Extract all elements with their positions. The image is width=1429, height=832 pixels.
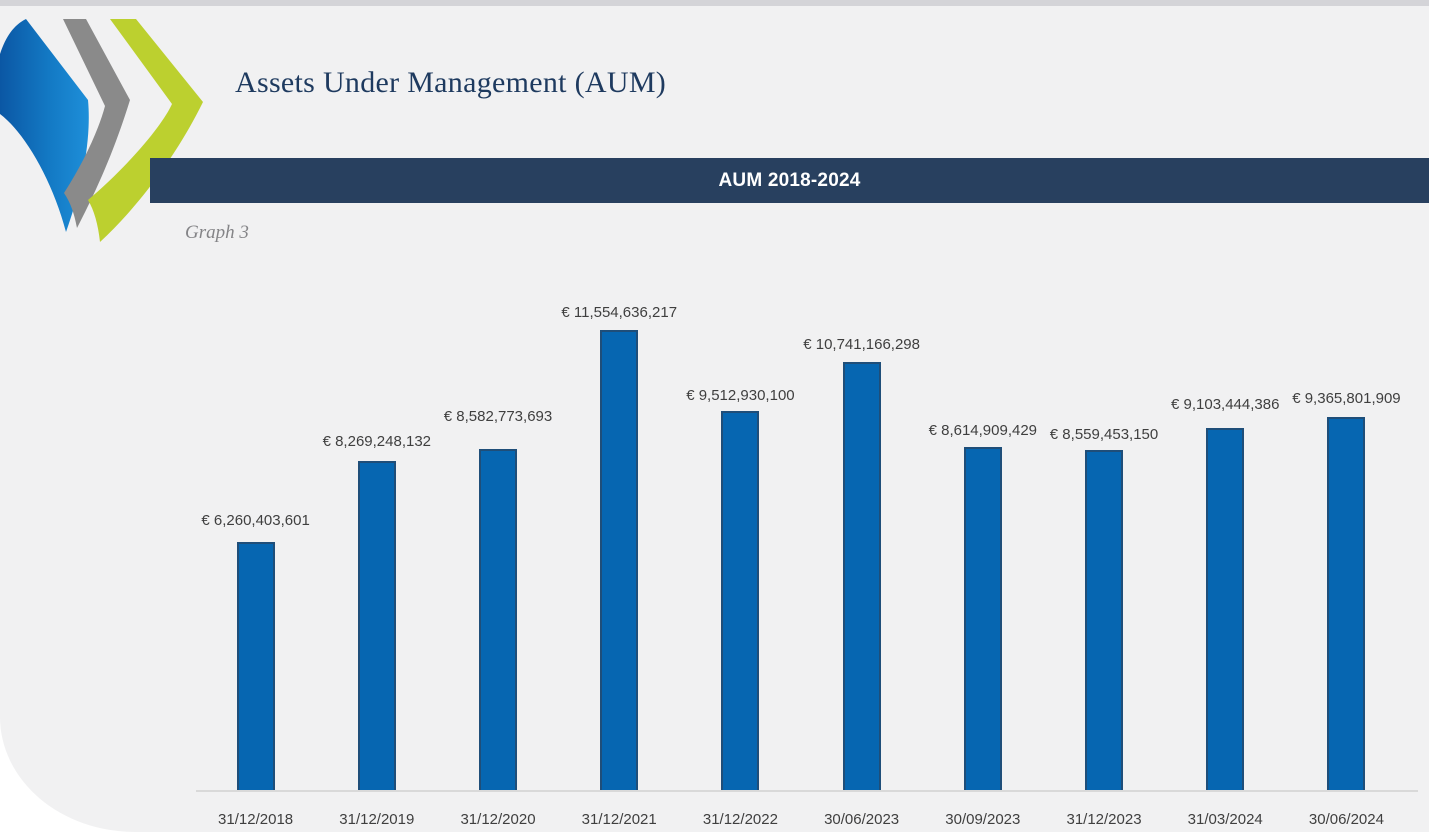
- x-axis-label: 30/09/2023: [945, 811, 1021, 828]
- bar-data-label: € 11,554,636,217: [561, 303, 678, 321]
- bar-data-label: € 8,614,909,429: [928, 422, 1038, 440]
- bar-slot: € 11,554,636,217 31/12/2021: [559, 304, 680, 828]
- graph-caption: Graph 3: [185, 222, 249, 243]
- page-title: Assets Under Management (AUM): [235, 66, 667, 99]
- aum-bar: [963, 447, 1002, 792]
- bar-slot: € 8,614,909,429 30/09/2023: [922, 321, 1043, 828]
- bar-data-label: € 9,103,444,386: [1171, 395, 1280, 413]
- x-axis-label: 31/12/2021: [581, 811, 657, 828]
- aum-bar: [236, 541, 275, 792]
- aum-bar: [1085, 449, 1124, 792]
- x-axis-label: 30/06/2023: [824, 811, 900, 828]
- aum-bar: [479, 448, 517, 792]
- aum-bar-chart: € 6,260,403,601 31/12/2018 € 8,269,248,132…: [195, 304, 1407, 828]
- aum-bar: [600, 329, 639, 792]
- bar-slot: € 9,512,930,100 31/12/2022: [680, 321, 801, 828]
- logo-blue-shape: [0, 19, 89, 232]
- bar-slot: € 6,260,403,601 31/12/2018: [195, 321, 316, 828]
- bar-slot: € 8,582,773,693 31/12/2020: [437, 321, 558, 828]
- chart-title-banner: AUM 2018-2024: [150, 158, 1429, 203]
- bar-data-label: € 8,559,453,150: [1049, 425, 1159, 443]
- bar-slot: € 9,365,801,909 30/06/2024: [1286, 321, 1407, 828]
- chart-title: AUM 2018-2024: [718, 169, 861, 191]
- bar-data-label: € 9,512,930,100: [686, 387, 795, 405]
- bar-data-label: € 8,582,773,693: [443, 407, 553, 425]
- aum-bar: [1206, 427, 1245, 792]
- bar-slot: € 9,103,444,386 31/03/2024: [1165, 321, 1286, 828]
- x-axis-line: [196, 790, 1418, 792]
- bar-data-label: € 10,741,166,298: [803, 336, 920, 354]
- bar-slot: € 8,559,453,150 31/12/2023: [1043, 321, 1164, 828]
- x-axis-label: 31/12/2019: [339, 811, 415, 828]
- aum-bar: [721, 411, 760, 792]
- chart-plot-area: € 6,260,403,601 31/12/2018 € 8,269,248,132…: [195, 304, 1407, 828]
- x-axis-label: 31/12/2018: [218, 811, 294, 828]
- aum-bar: [1327, 417, 1366, 792]
- x-axis-label: 31/12/2023: [1066, 811, 1142, 828]
- aum-bar: [357, 461, 396, 792]
- bar-data-label: € 6,260,403,601: [201, 511, 310, 529]
- x-axis-label: 31/12/2020: [460, 811, 536, 828]
- page-background: Assets Under Management (AUM) AUM 2018-2…: [0, 6, 1429, 832]
- aum-bar: [842, 362, 881, 792]
- logo-gray-chevron: [63, 19, 130, 228]
- bar-data-label: € 9,365,801,909: [1292, 390, 1401, 408]
- bar-data-label: € 8,269,248,132: [322, 433, 432, 451]
- logo-green-chevron: [88, 19, 203, 242]
- x-axis-label: 30/06/2024: [1308, 811, 1384, 828]
- top-edge-strip: [0, 0, 1429, 6]
- x-axis-label: 31/12/2022: [702, 811, 778, 828]
- x-axis-label: 31/03/2024: [1187, 811, 1263, 828]
- triple-chevron-logo-icon: [0, 19, 203, 242]
- bar-slot: € 10,741,166,298 30/06/2023: [801, 321, 922, 828]
- bar-slot: € 8,269,248,132 31/12/2019: [316, 321, 437, 828]
